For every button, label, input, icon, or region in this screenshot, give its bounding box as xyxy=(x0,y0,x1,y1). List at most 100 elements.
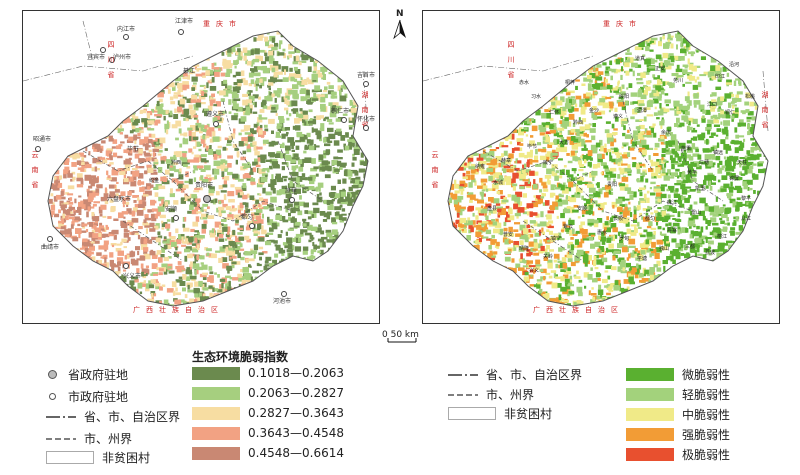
map-cell xyxy=(121,238,127,243)
map-cell xyxy=(95,62,103,68)
map-cell xyxy=(371,180,375,186)
map-cell xyxy=(63,36,66,40)
map-cell xyxy=(355,283,358,287)
map-cell xyxy=(347,61,355,66)
map-cell xyxy=(112,229,119,235)
map-cell xyxy=(286,238,292,244)
map-cell xyxy=(94,44,98,48)
map-cell xyxy=(304,157,312,163)
map-cell xyxy=(311,188,316,192)
map-cell xyxy=(317,26,322,29)
map-cell xyxy=(92,16,97,21)
map-cell xyxy=(103,193,109,199)
map-cell xyxy=(100,204,107,210)
map-cell xyxy=(57,307,62,311)
map-cell xyxy=(90,22,96,27)
map-cell xyxy=(368,300,375,303)
map-cell xyxy=(239,300,247,304)
map-cell xyxy=(721,26,726,31)
map-cell xyxy=(144,19,151,21)
map-cell xyxy=(373,105,376,110)
map-cell xyxy=(33,105,36,111)
map-cell xyxy=(75,82,82,88)
map-cell xyxy=(298,166,304,172)
map-cell xyxy=(216,207,219,213)
map-cell xyxy=(226,68,233,74)
map-cell xyxy=(66,16,70,21)
map-cell xyxy=(286,270,292,275)
map-cell xyxy=(156,56,161,62)
map-cell xyxy=(285,145,291,151)
map-cell xyxy=(353,179,360,185)
map-cell xyxy=(237,304,243,306)
map-cell xyxy=(264,267,271,270)
map-cell xyxy=(288,51,295,54)
map-cell xyxy=(157,153,162,156)
map-cell xyxy=(74,285,80,289)
map-cell xyxy=(77,129,83,135)
map-cell xyxy=(86,272,92,278)
map-cell xyxy=(337,85,341,92)
map-cell xyxy=(260,279,265,284)
map-cell xyxy=(248,108,253,114)
map-cell xyxy=(237,80,242,87)
map-cell xyxy=(297,118,304,122)
map-cell xyxy=(293,288,297,292)
map-cell xyxy=(334,31,339,36)
map-cell xyxy=(588,198,593,203)
map-cell xyxy=(152,180,155,183)
map-cell xyxy=(284,127,290,131)
map-cell xyxy=(698,136,705,141)
map-cell xyxy=(72,287,79,293)
map-cell xyxy=(110,118,114,124)
map-cell xyxy=(735,231,743,235)
map-cell xyxy=(330,55,334,60)
map-cell xyxy=(103,244,109,250)
map-cell xyxy=(476,220,482,225)
map-cell xyxy=(143,253,151,260)
map-cell xyxy=(80,179,84,185)
map-cell xyxy=(70,40,77,47)
map-cell xyxy=(283,309,287,314)
map-cell xyxy=(778,107,779,112)
map-cell xyxy=(301,79,308,85)
map-cell xyxy=(289,73,296,77)
map-cell xyxy=(351,31,356,33)
map-cell xyxy=(41,278,44,281)
map-cell xyxy=(215,156,220,159)
map-cell xyxy=(370,41,376,45)
map-cell xyxy=(97,308,104,313)
map-cell xyxy=(67,304,73,306)
map-cell xyxy=(53,130,57,136)
map-cell xyxy=(70,298,77,303)
map-cell xyxy=(304,121,307,126)
map-cell xyxy=(132,195,139,198)
map-cell xyxy=(247,291,251,295)
map-cell xyxy=(88,37,96,40)
map-cell xyxy=(36,84,41,89)
map-cell xyxy=(373,42,379,46)
map-cell xyxy=(326,200,334,204)
map-cell xyxy=(131,276,138,280)
map-cell xyxy=(250,79,255,85)
map-cell xyxy=(352,227,355,233)
map-cell xyxy=(333,299,339,304)
map-cell xyxy=(198,235,205,239)
map-cell xyxy=(125,307,129,311)
map-cell xyxy=(247,15,252,20)
map-cell xyxy=(252,94,259,99)
map-cell xyxy=(76,36,79,39)
map-cell xyxy=(180,52,184,59)
map-cell xyxy=(448,224,452,227)
map-cell xyxy=(69,44,76,49)
map-cell xyxy=(747,111,754,116)
map-cell xyxy=(138,148,144,154)
map-cell xyxy=(100,77,104,83)
map-cell xyxy=(378,17,379,20)
map-cell xyxy=(653,153,659,156)
map-cell xyxy=(443,165,446,168)
map-cell xyxy=(125,158,131,165)
map-cell xyxy=(61,109,68,113)
map-cell xyxy=(218,210,223,217)
map-cell xyxy=(505,205,510,209)
